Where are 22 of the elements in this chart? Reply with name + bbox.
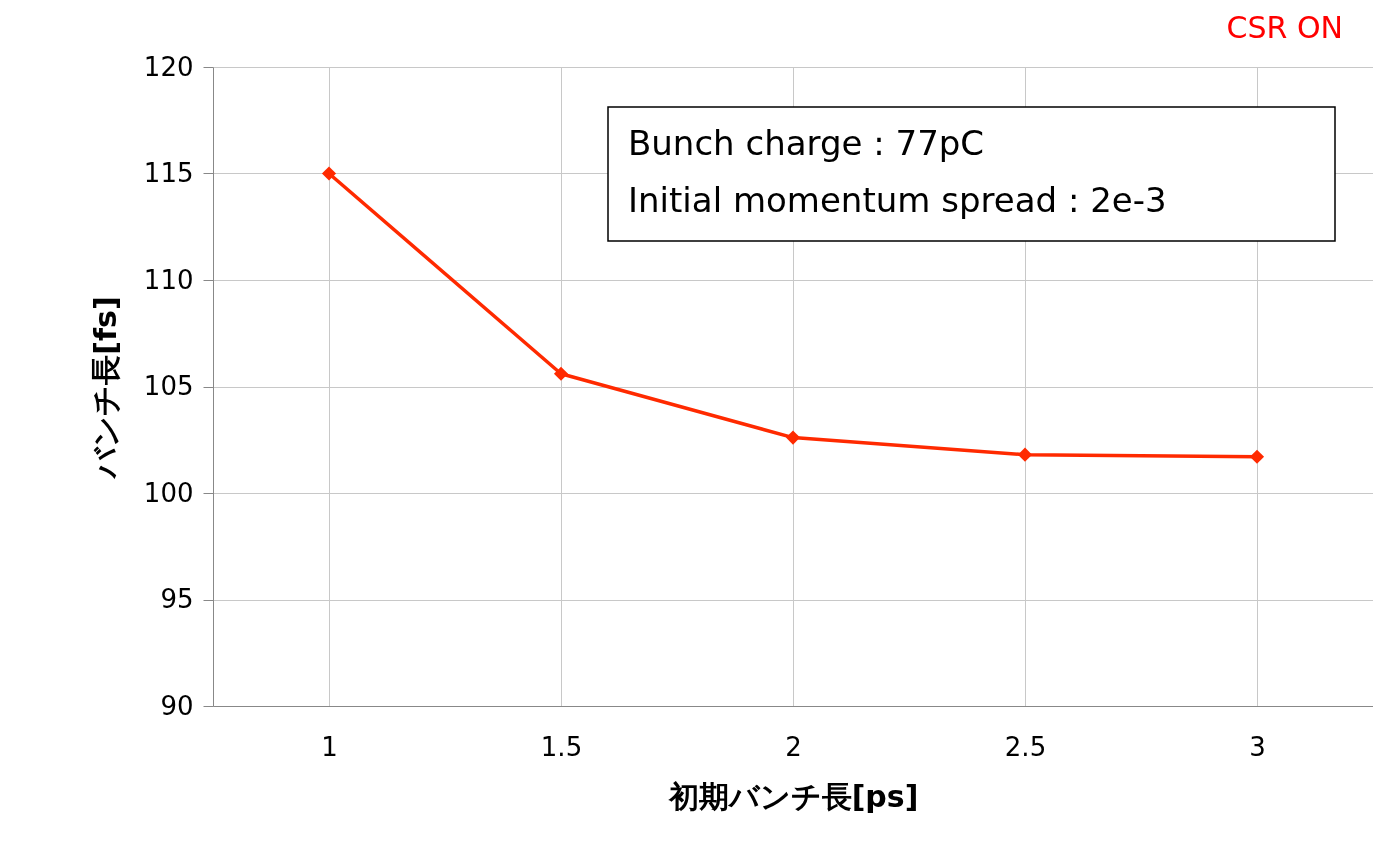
y-tick-label: 105 bbox=[143, 371, 194, 401]
x-tick-label: 3 bbox=[1249, 731, 1266, 762]
y-tick-label: 95 bbox=[160, 584, 194, 614]
y-axis-title: バンチ長[fs] bbox=[87, 296, 123, 480]
x-axis-title: 初期バンチ長[ps] bbox=[667, 778, 919, 814]
point bbox=[1017, 447, 1033, 462]
x-tick-label: 1 bbox=[321, 731, 338, 762]
x-tick-label: 1.5 bbox=[540, 731, 583, 762]
point bbox=[785, 430, 801, 445]
x-tick-label: 2 bbox=[785, 731, 802, 762]
x-tick-label: 2.5 bbox=[1004, 731, 1047, 762]
y-tick-label: 90 bbox=[160, 690, 194, 721]
point bbox=[321, 166, 337, 181]
y-tick-label: 115 bbox=[143, 158, 194, 188]
point bbox=[1249, 449, 1265, 464]
y-tick-label: 110 bbox=[143, 264, 194, 295]
y-tick-label: 120 bbox=[143, 51, 194, 82]
annotation: Initial momentum spread : 2e-3 bbox=[628, 180, 1167, 220]
y-tick-label: 100 bbox=[143, 477, 194, 508]
annotation: Bunch charge : 77pC bbox=[628, 123, 985, 163]
point bbox=[553, 366, 569, 381]
text: CSR ON bbox=[1226, 10, 1343, 45]
